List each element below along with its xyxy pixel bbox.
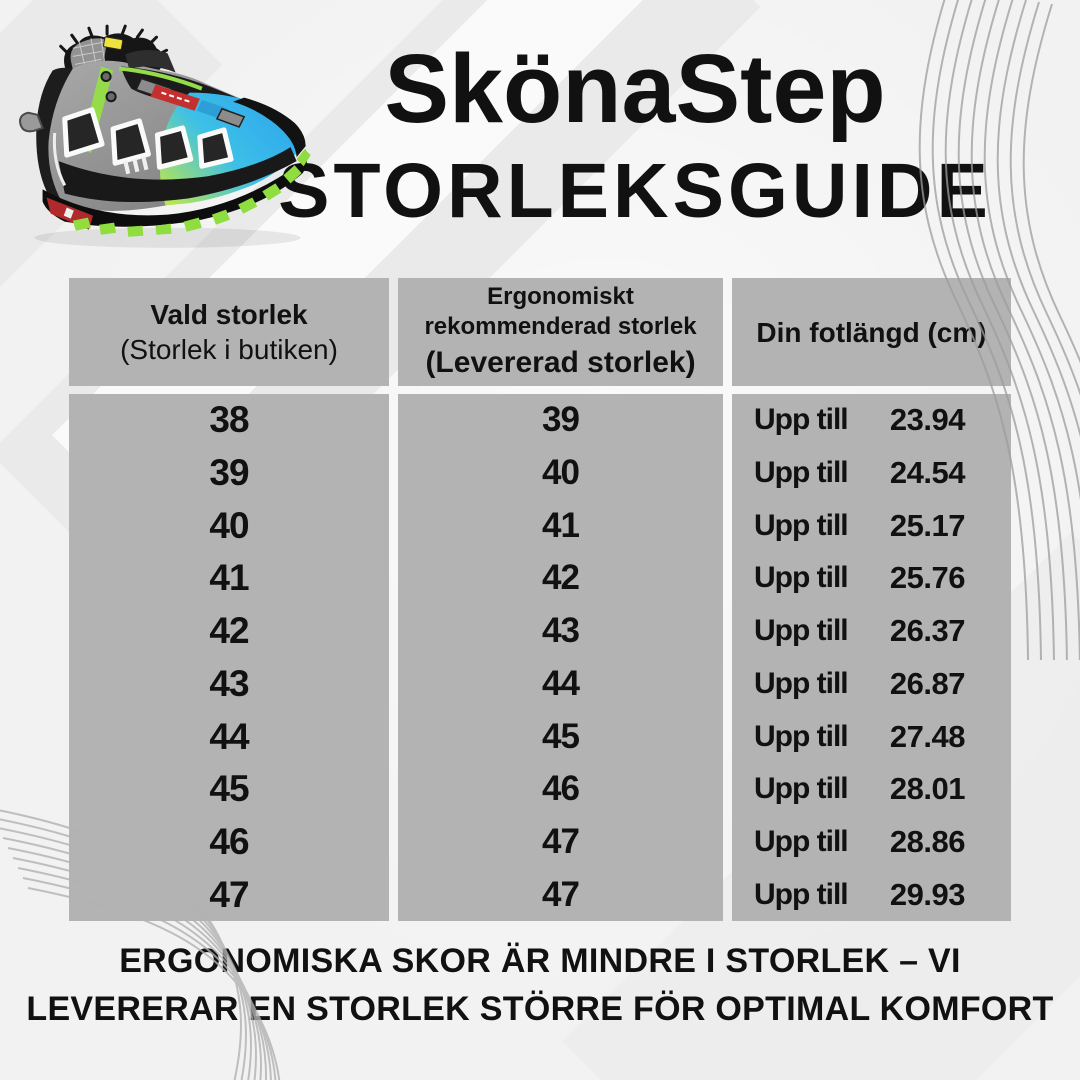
selected-size-cell: 45 xyxy=(69,762,389,816)
header-title: Din fotlängd (cm) xyxy=(756,316,987,348)
upp-till-label: Upp till xyxy=(754,403,849,437)
selected-size-cell: 44 xyxy=(69,710,389,763)
header-title: Vald storlek xyxy=(150,299,308,330)
selected-size-cell: 43 xyxy=(69,657,389,711)
table-header-row: Vald storlek (Storlek i butiken) Ergonom… xyxy=(69,278,1011,386)
footer-note: ERGONOMISKA SKOR ÄR MINDRE I STORLEK – V… xyxy=(20,938,1060,1033)
foot-length-cell: Upp till 25.76 xyxy=(732,552,1011,605)
foot-length-value: 27.48 xyxy=(889,718,966,754)
footer-line-2: LEVERERAR EN STORLEK STÖRRE FÖR OPTIMAL … xyxy=(26,989,1054,1028)
header-title-line1: Ergonomiskt xyxy=(487,283,634,311)
upp-till-label: Upp till xyxy=(754,561,849,595)
selected-size-cell: 41 xyxy=(69,552,389,605)
recommended-size-cell: 45 xyxy=(398,710,723,763)
recommended-size-cell: 43 xyxy=(398,604,723,658)
recommended-size-cell: 39 xyxy=(398,394,723,447)
foot-length-cell: Upp till 27.48 xyxy=(732,710,1011,763)
foot-length-value: 29.93 xyxy=(889,876,966,912)
foot-length-value: 26.37 xyxy=(889,613,966,649)
upp-till-label: Upp till xyxy=(754,719,849,753)
header-subtitle: (Storlek i butiken) xyxy=(120,334,338,365)
foot-length-cell: Upp till 29.93 xyxy=(732,868,1011,921)
upp-till-label: Upp till xyxy=(754,772,849,806)
upp-till-label: Upp till xyxy=(754,508,849,542)
recommended-size-cell: 46 xyxy=(398,762,723,816)
foot-length-value: 25.76 xyxy=(889,560,966,596)
header-foot-length: Din fotlängd (cm) xyxy=(732,278,1011,386)
header-selected-size: Vald storlek (Storlek i butiken) xyxy=(69,278,389,386)
foot-length-cell: Upp till 23.94 xyxy=(732,394,1011,447)
upp-till-label: Upp till xyxy=(754,877,849,911)
page-title: STORLEKSGUIDE xyxy=(278,147,992,234)
selected-size-cell: 39 xyxy=(69,446,389,500)
table-body: 38 39 Upp till 23.94 39 40 Upp till 24.5… xyxy=(69,394,1011,921)
upp-till-label: Upp till xyxy=(754,824,849,858)
upp-till-label: Upp till xyxy=(754,666,849,700)
header-title-line2: rekommenderad storlek xyxy=(424,313,697,341)
foot-length-cell: Upp till 28.86 xyxy=(732,815,1011,869)
foot-length-cell: Upp till 25.17 xyxy=(732,499,1011,553)
foot-length-value: 26.87 xyxy=(889,665,966,701)
foot-length-cell: Upp till 26.87 xyxy=(732,657,1011,711)
foot-length-value: 28.86 xyxy=(889,823,966,859)
upp-till-label: Upp till xyxy=(754,456,849,490)
header-recommended-size: Ergonomiskt rekommenderad storlek (Lever… xyxy=(398,278,723,386)
selected-size-cell: 40 xyxy=(69,499,389,553)
foot-length-value: 28.01 xyxy=(889,771,966,807)
title-block: SkönaStep STORLEKSGUIDE xyxy=(235,34,1035,234)
upp-till-label: Upp till xyxy=(754,614,849,648)
foot-length-value: 25.17 xyxy=(889,507,966,543)
foot-length-cell: Upp till 28.01 xyxy=(732,762,1011,816)
selected-size-cell: 38 xyxy=(69,394,389,447)
foot-length-cell: Upp till 26.37 xyxy=(732,604,1011,658)
foot-length-cell: Upp till 24.54 xyxy=(732,446,1011,500)
recommended-size-cell: 40 xyxy=(398,446,723,500)
selected-size-cell: 46 xyxy=(69,815,389,869)
recommended-size-cell: 42 xyxy=(398,552,723,605)
recommended-size-cell: 47 xyxy=(398,868,723,921)
foot-length-value: 24.54 xyxy=(889,455,966,491)
size-table: Vald storlek (Storlek i butiken) Ergonom… xyxy=(69,278,1011,921)
foot-length-value: 23.94 xyxy=(889,402,966,438)
brand-name: SkönaStep xyxy=(384,34,886,143)
footer-line-1: ERGONOMISKA SKOR ÄR MINDRE I STORLEK – V… xyxy=(119,942,961,980)
recommended-size-cell: 41 xyxy=(398,499,723,553)
recommended-size-cell: 47 xyxy=(398,815,723,869)
recommended-size-cell: 44 xyxy=(398,657,723,711)
selected-size-cell: 47 xyxy=(69,868,389,921)
header-subtitle: (Levererad storlek) xyxy=(425,346,696,380)
hiking-boot-image xyxy=(19,24,311,248)
selected-size-cell: 42 xyxy=(69,604,389,658)
